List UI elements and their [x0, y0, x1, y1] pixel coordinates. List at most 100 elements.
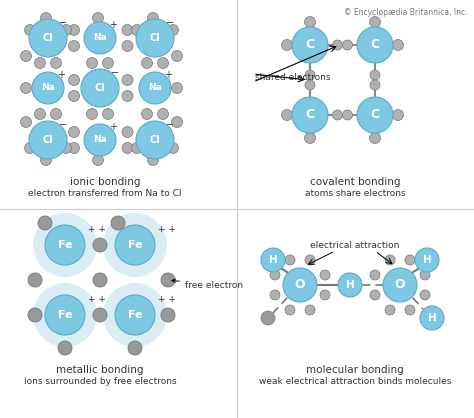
Circle shape	[292, 97, 328, 133]
Circle shape	[139, 72, 171, 104]
Circle shape	[147, 155, 158, 166]
Circle shape	[292, 27, 328, 63]
Circle shape	[128, 341, 142, 355]
Circle shape	[92, 13, 103, 23]
Text: Cl: Cl	[43, 135, 54, 145]
Text: −: −	[59, 18, 67, 28]
Circle shape	[58, 341, 72, 355]
Circle shape	[320, 270, 330, 280]
Circle shape	[81, 69, 119, 107]
Circle shape	[157, 109, 168, 120]
Text: covalent bonding: covalent bonding	[310, 177, 400, 187]
Text: −: −	[111, 68, 119, 78]
Circle shape	[38, 216, 52, 230]
Text: Na: Na	[148, 84, 162, 92]
Circle shape	[69, 143, 80, 153]
Text: Fe: Fe	[58, 240, 72, 250]
Circle shape	[20, 51, 31, 61]
Text: free electron: free electron	[172, 279, 243, 290]
Circle shape	[69, 127, 80, 138]
Circle shape	[136, 121, 174, 159]
Circle shape	[370, 270, 380, 280]
Circle shape	[86, 109, 98, 120]
Circle shape	[69, 25, 80, 36]
Circle shape	[51, 58, 62, 69]
Circle shape	[167, 143, 179, 153]
Text: Cl: Cl	[150, 33, 160, 43]
Circle shape	[167, 25, 179, 36]
Circle shape	[35, 58, 46, 69]
Circle shape	[29, 121, 67, 159]
Text: atoms share electrons: atoms share electrons	[305, 189, 405, 199]
Circle shape	[122, 143, 133, 153]
Circle shape	[172, 51, 182, 61]
Circle shape	[343, 110, 353, 120]
Text: electron transferred from Na to Cl: electron transferred from Na to Cl	[28, 189, 182, 199]
Circle shape	[69, 74, 80, 86]
Text: H: H	[346, 280, 355, 290]
Circle shape	[103, 213, 167, 277]
Circle shape	[102, 109, 113, 120]
Circle shape	[136, 19, 174, 57]
Circle shape	[45, 295, 85, 335]
Circle shape	[40, 155, 52, 166]
Circle shape	[357, 97, 393, 133]
Text: Na: Na	[41, 84, 55, 92]
Text: O: O	[395, 278, 405, 291]
Circle shape	[405, 255, 415, 265]
Text: O: O	[295, 278, 305, 291]
Circle shape	[93, 308, 107, 322]
Circle shape	[69, 41, 80, 51]
Text: Cl: Cl	[150, 135, 160, 145]
Text: +: +	[109, 20, 117, 30]
Circle shape	[304, 16, 316, 28]
Circle shape	[122, 91, 133, 102]
Circle shape	[142, 58, 153, 69]
Circle shape	[20, 82, 31, 94]
Circle shape	[332, 110, 343, 120]
Text: Cl: Cl	[43, 33, 54, 43]
Text: −: −	[166, 18, 174, 28]
Text: H: H	[428, 313, 437, 323]
Circle shape	[102, 58, 113, 69]
Circle shape	[420, 290, 430, 300]
Circle shape	[370, 290, 380, 300]
Text: + +: + +	[88, 225, 106, 234]
Circle shape	[142, 109, 153, 120]
Circle shape	[357, 27, 393, 63]
Text: H: H	[269, 255, 277, 265]
Circle shape	[283, 268, 317, 302]
Text: + +: + +	[158, 296, 176, 304]
Text: C: C	[305, 109, 315, 122]
Circle shape	[285, 305, 295, 315]
Circle shape	[420, 306, 444, 330]
Circle shape	[270, 290, 280, 300]
Circle shape	[122, 74, 133, 86]
Text: shared electrons: shared electrons	[255, 74, 330, 82]
Circle shape	[25, 25, 36, 36]
Circle shape	[25, 143, 36, 153]
Text: +: +	[164, 70, 172, 80]
Circle shape	[32, 72, 64, 104]
Text: electrical attraction: electrical attraction	[310, 242, 400, 250]
Text: −: −	[166, 120, 174, 130]
Circle shape	[28, 308, 42, 322]
Circle shape	[20, 117, 31, 127]
Circle shape	[332, 40, 343, 50]
Circle shape	[122, 25, 133, 36]
Circle shape	[131, 25, 143, 36]
Circle shape	[305, 70, 315, 80]
Circle shape	[61, 143, 72, 153]
Circle shape	[93, 238, 107, 252]
Circle shape	[320, 290, 330, 300]
Circle shape	[370, 80, 380, 90]
Circle shape	[172, 82, 182, 94]
Circle shape	[304, 133, 316, 143]
Text: molecular bonding: molecular bonding	[306, 365, 404, 375]
Circle shape	[370, 70, 380, 80]
Circle shape	[370, 16, 381, 28]
Circle shape	[161, 273, 175, 287]
Text: +: +	[57, 70, 65, 80]
Text: ionic bonding: ionic bonding	[70, 177, 140, 187]
Circle shape	[122, 41, 133, 51]
